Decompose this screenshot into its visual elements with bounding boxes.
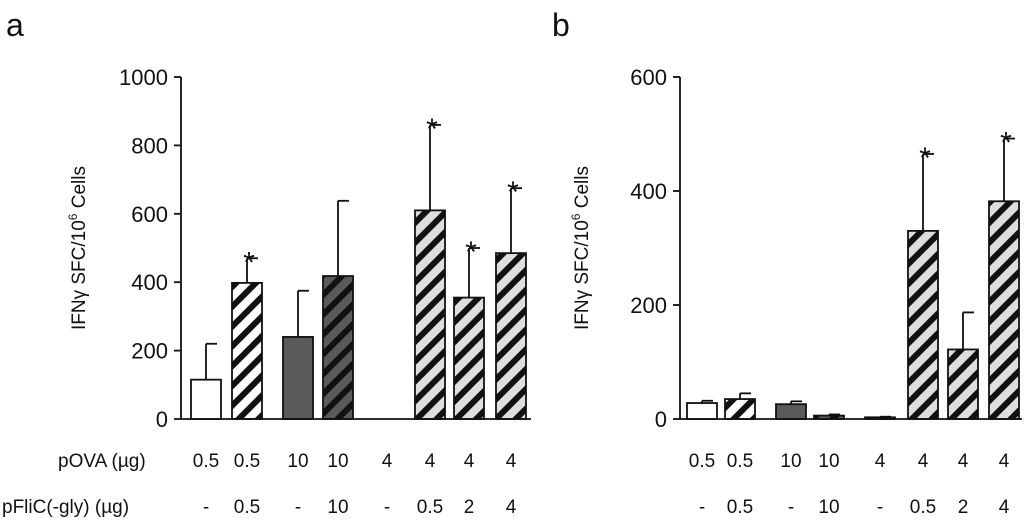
y-tick-label-a-1000: 1000 <box>119 65 168 90</box>
tick-label-pflic-a-8: 4 <box>506 497 517 518</box>
y-tick-label-a-800: 800 <box>131 133 168 158</box>
panel-label-a: a <box>6 7 24 43</box>
tick-label-pova-b-6: 4 <box>918 451 929 472</box>
bar-b-8 <box>988 200 1020 420</box>
tick-label-pova-b-3: 10 <box>780 451 801 472</box>
tick-label-pova-b-5: 4 <box>875 451 886 472</box>
y-tick-label-b-400: 400 <box>630 179 667 204</box>
y-axis-label-b: IFNγ SFC/106 Cells <box>569 166 593 330</box>
bar-b-1 <box>686 402 718 420</box>
significance-star-a-6: * <box>426 113 438 146</box>
bar-a-3 <box>282 336 314 420</box>
panel-label-b: b <box>552 7 570 43</box>
tick-label-pflic-a-5: - <box>384 497 390 518</box>
y-tick-label-a-600: 600 <box>131 202 168 227</box>
tick-label-pova-a-8: 4 <box>506 451 517 472</box>
panel-a: a IFNγ SFC/106 Cells * * * * 0 200 400 600 800 1… <box>2 7 531 518</box>
tick-label-pflic-b-8: 4 <box>999 497 1010 518</box>
significance-star-a-2: * <box>243 246 255 279</box>
tick-label-pflic-a-1: - <box>203 497 209 518</box>
tick-label-pova-a-2: 0.5 <box>234 451 260 472</box>
y-tick-label-a-0: 0 <box>156 407 168 432</box>
tick-label-pflic-a-4: 10 <box>327 497 348 518</box>
tick-label-pflic-b-6: 0.5 <box>910 497 936 518</box>
y-tick-label-a-200: 200 <box>131 339 168 364</box>
tick-label-pova-b-8: 4 <box>999 451 1010 472</box>
tick-label-pova-b-7: 4 <box>958 451 969 472</box>
tick-label-pflic-b-2: 0.5 <box>727 497 753 518</box>
bar-a-2 <box>231 281 263 420</box>
panel-b: b IFNγ SFC/106 Cells * * 0 200 400 600 0.5 - 0… <box>552 7 1022 518</box>
significance-star-b-8: * <box>1000 127 1012 160</box>
bar-a-1 <box>190 378 222 420</box>
significance-star-a-7: * <box>465 236 477 269</box>
tick-label-pflic-b-4: 10 <box>818 497 839 518</box>
tick-label-pova-a-6: 4 <box>425 451 436 472</box>
bar-a-6 <box>414 209 446 420</box>
y-tick-label-b-600: 600 <box>630 65 667 90</box>
y-axis-label-a: IFNγ SFC/106 Cells <box>66 166 90 330</box>
tick-label-pflic-a-6: 0.5 <box>417 497 443 518</box>
bar-a-4 <box>322 275 354 420</box>
tick-label-pova-a-1: 0.5 <box>193 451 219 472</box>
tick-label-pflic-b-1: - <box>699 497 705 518</box>
tick-label-pova-b-1: 0.5 <box>689 451 715 472</box>
y-tick-label-b-200: 200 <box>630 293 667 318</box>
bar-a-7 <box>453 296 485 420</box>
bar-a-8 <box>495 252 527 420</box>
tick-label-pflic-b-7: 2 <box>958 497 969 518</box>
tick-label-pova-b-2: 0.5 <box>727 451 753 472</box>
tick-label-pova-a-3: 10 <box>287 451 308 472</box>
row-label-pflic: pFliC(-gly) (µg) <box>2 497 129 518</box>
y-tick-label-b-0: 0 <box>655 407 667 432</box>
tick-label-pova-a-7: 4 <box>464 451 475 472</box>
bar-b-3 <box>775 403 807 420</box>
tick-label-pflic-b-3: - <box>788 497 794 518</box>
tick-label-pflic-a-7: 2 <box>464 497 475 518</box>
tick-label-pflic-b-5: - <box>877 497 883 518</box>
row-label-pova: pOVA (µg) <box>58 451 146 472</box>
bar-b-6 <box>907 229 939 420</box>
tick-label-pflic-a-3: - <box>295 497 301 518</box>
tick-label-pova-b-4: 10 <box>818 451 839 472</box>
significance-star-a-8: * <box>507 176 519 209</box>
bar-b-7 <box>947 348 979 420</box>
bar-b-2 <box>724 398 756 420</box>
significance-star-b-6: * <box>919 142 931 175</box>
tick-label-pflic-a-2: 0.5 <box>234 497 260 518</box>
tick-label-pova-a-4: 10 <box>327 451 348 472</box>
y-tick-label-a-400: 400 <box>131 270 168 295</box>
tick-label-pova-a-5: 4 <box>382 451 393 472</box>
